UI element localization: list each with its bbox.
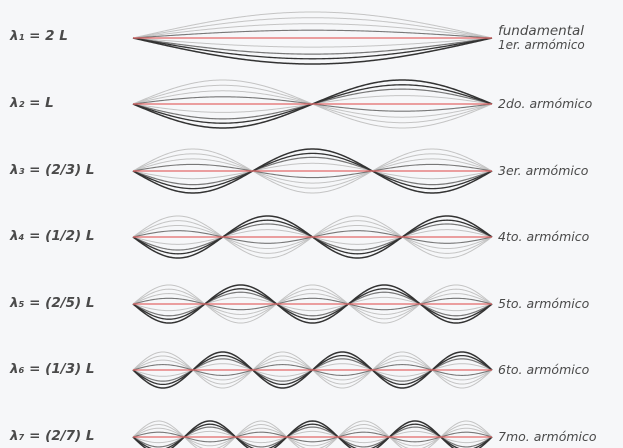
wave-group-3 (132, 148, 493, 194)
wave-curve (132, 424, 493, 448)
row-6: λ₆ = (1/3) L 6to. armómico (0, 0, 623, 377)
wave-group-1 (132, 11, 493, 65)
wavelength-formula-5: λ₅ = (2/5) L (10, 295, 95, 311)
wave-curve (132, 288, 493, 320)
wave-curve (132, 37, 493, 55)
harmonic-label-6: 6to. armómico (498, 362, 590, 377)
wave-curve (132, 284, 493, 324)
wave-curve (132, 17, 493, 39)
harmonic-label-4: 4to. armómico (498, 229, 590, 244)
wave-curve (132, 423, 493, 448)
wave-curve (132, 148, 493, 194)
harmonic-label-1: fundamental 1er. armómico (498, 24, 585, 52)
wave-group-6 (132, 351, 493, 389)
wave-group-5 (132, 284, 493, 324)
wave-curve (132, 23, 493, 39)
harmonic-label-1-line1: fundamental (498, 23, 585, 39)
wave-curve (132, 152, 493, 190)
wavelength-formula-2: λ₂ = L (10, 95, 54, 111)
wave-group-4 (132, 215, 493, 259)
wave-curve (132, 427, 493, 447)
wave-group-7 (132, 420, 493, 448)
wave-curve (132, 37, 493, 60)
wave-curve (132, 11, 493, 39)
wave-curve (132, 153, 493, 189)
wave-curve (132, 288, 493, 320)
wavelength-formula-7: λ₇ = (2/7) L (10, 428, 95, 444)
harmonic-label-7: 7mo. armómico (498, 429, 597, 444)
row-1: λ₁ = 2 L fundamental 1er. armómico (0, 0, 623, 64)
wave-curve (132, 420, 493, 448)
wave-curve (132, 420, 493, 448)
harmonic-label-3: 3er. armómico (498, 163, 589, 178)
wave-curve (132, 297, 493, 311)
wave-curve (132, 431, 493, 443)
harmonic-label-1-line2: 1er. armómico (498, 38, 585, 52)
wave-curve (132, 293, 493, 315)
wavelength-formula-3: λ₃ = (2/3) L (10, 162, 95, 178)
wave-curve (132, 37, 493, 65)
harmonic-label-5: 5to. armómico (498, 296, 590, 311)
wavelength-formula-4: λ₄ = (1/2) L (10, 228, 95, 244)
harmonic-label-2: 2do. armómico (498, 96, 593, 111)
wave-curve (132, 284, 493, 324)
wave-curve (132, 426, 493, 448)
wave-curve (132, 29, 493, 39)
wave-curve (132, 163, 493, 179)
row-3: λ₃ = (2/3) L 3er. armómico (0, 0, 623, 178)
wave-curve (132, 156, 493, 186)
wave-curve (132, 148, 493, 194)
wave-curve (132, 296, 493, 312)
wave-curve (132, 37, 493, 48)
row-2: λ₂ = L 2do. armómico (0, 0, 623, 111)
row-4: λ₄ = (1/2) L 4to. armómico (0, 0, 623, 244)
wave-group-2 (132, 79, 493, 129)
wave-curve (132, 158, 493, 184)
wave-curve (132, 430, 493, 444)
wave-curve (132, 291, 493, 317)
wave-curve (132, 162, 493, 180)
wavelength-formula-6: λ₆ = (1/3) L (10, 361, 95, 377)
row-5: λ₅ = (2/5) L 5to. armómico (0, 0, 623, 311)
wavelength-formula-1: λ₁ = 2 L (10, 28, 68, 44)
